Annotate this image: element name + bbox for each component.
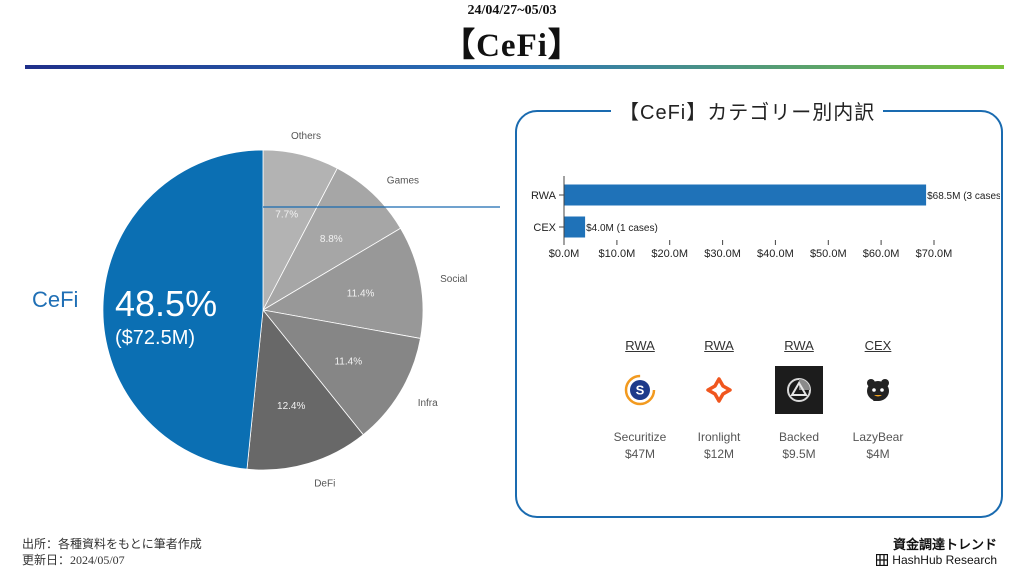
pie-percent-label-games: 8.8% <box>320 234 343 245</box>
bar-x-tick-label: $50.0M <box>810 248 847 260</box>
pie-percent-label-social: 11.4% <box>347 288 375 299</box>
pie-slice-cefi <box>102 149 264 470</box>
project-amount: $4M <box>866 447 890 461</box>
bar-x-tick-label: $20.0M <box>651 248 688 260</box>
project-name: Securitize <box>613 430 667 444</box>
pie-slice-infra <box>262 309 421 436</box>
ironlight-logo-icon <box>695 366 743 414</box>
pie-category-label-defi: DeFi <box>314 479 335 490</box>
bar-value-label-rwa: $68.5M (3 cases) <box>927 191 1000 202</box>
project-name: Ironlight <box>697 430 741 444</box>
breakdown-panel-title: 【CeFi】カテゴリー別内訳 <box>611 96 884 125</box>
pie-percent-label-infra: 11.4% <box>334 357 362 368</box>
bar-x-tick-label: $60.0M <box>863 248 900 260</box>
bar-x-tick-label: $0.0M <box>549 248 580 260</box>
bar-x-tick-label: $40.0M <box>757 248 794 260</box>
source-text: 出所：各種資料をもとに筆者作成 <box>22 537 202 551</box>
pie-category-label-others: Others <box>291 131 321 142</box>
bar-x-tick-label: $10.0M <box>599 248 636 260</box>
bar-x-tick-label: $70.0M <box>916 248 953 260</box>
brand-text: HashHub Research <box>892 553 997 567</box>
pie-slice-defi <box>246 308 364 471</box>
cefi-slice-percent: 48.5% <box>115 283 218 324</box>
cefi-slice-name: CeFi <box>32 287 79 312</box>
project-category[interactable]: RWA <box>784 338 814 353</box>
hashhub-logo-icon <box>876 554 889 566</box>
brand-logo: HashHub Research <box>876 553 997 567</box>
backed-logo-icon <box>775 366 823 414</box>
date-range: 24/04/27~05/03 <box>467 3 557 18</box>
source-note: 出所：各種資料をもとに筆者作成 更新日：2024/05/07 <box>22 536 202 568</box>
project-card-lazybear: CEX LazyBear $4M <box>833 338 923 461</box>
pie-category-label-games: Games <box>387 175 419 186</box>
project-card-backed: RWA Backed $9.5M <box>754 338 844 461</box>
title-divider <box>25 65 1004 69</box>
bar-x-tick-label: $30.0M <box>704 248 741 260</box>
project-category[interactable]: RWA <box>704 338 734 353</box>
project-name: Backed <box>778 430 820 444</box>
securitize-logo-icon: S <box>616 366 664 414</box>
svg-text:S: S <box>636 383 645 398</box>
project-name: LazyBear <box>852 430 904 444</box>
updated-date: 更新日：2024/05/07 <box>22 553 125 567</box>
bar-value-label-cex: $4.0M (1 cases) <box>586 223 658 234</box>
project-category[interactable]: RWA <box>625 338 655 353</box>
bar-category-label-rwa: RWA <box>531 190 557 202</box>
bar-category-label-cex: CEX <box>533 222 556 234</box>
bar-rwa <box>564 184 927 206</box>
pie-category-label-infra: Infra <box>418 398 438 409</box>
project-amount: $47M <box>624 447 656 461</box>
project-card-ironlight: RWA Ironlight $12M <box>674 338 764 461</box>
pie-percent-label-defi: 12.4% <box>277 401 305 412</box>
pie-percent-label-others: 7.7% <box>275 210 298 221</box>
category-bar-chart: $68.5M (3 cases) $4.0M (1 cases) RWA CEX $0… <box>531 176 1000 260</box>
bar-cex <box>564 216 586 238</box>
lazybear-logo-icon <box>854 366 902 414</box>
project-card-securitize: RWA S Securitize $47M <box>595 338 685 461</box>
project-category[interactable]: CEX <box>864 338 892 353</box>
pie-slice-social <box>261 227 424 339</box>
pie-slice-games <box>261 167 402 312</box>
page-title: 【CeFi】 <box>442 28 582 64</box>
project-amount: $9.5M <box>782 447 816 461</box>
project-amount: $12M <box>703 447 735 461</box>
series-name: 資金調達トレンド <box>892 537 997 552</box>
cefi-slice-amount: ($72.5M) <box>115 327 196 349</box>
pie-category-label-social: Social <box>440 274 467 285</box>
project-cards: RWA S Securitize $47M RWA Ironlight $12M… <box>595 338 915 468</box>
category-pie-chart: 7.7% 8.8% 11.4% 11.4% 12.4% Others Games Socia… <box>102 131 500 490</box>
